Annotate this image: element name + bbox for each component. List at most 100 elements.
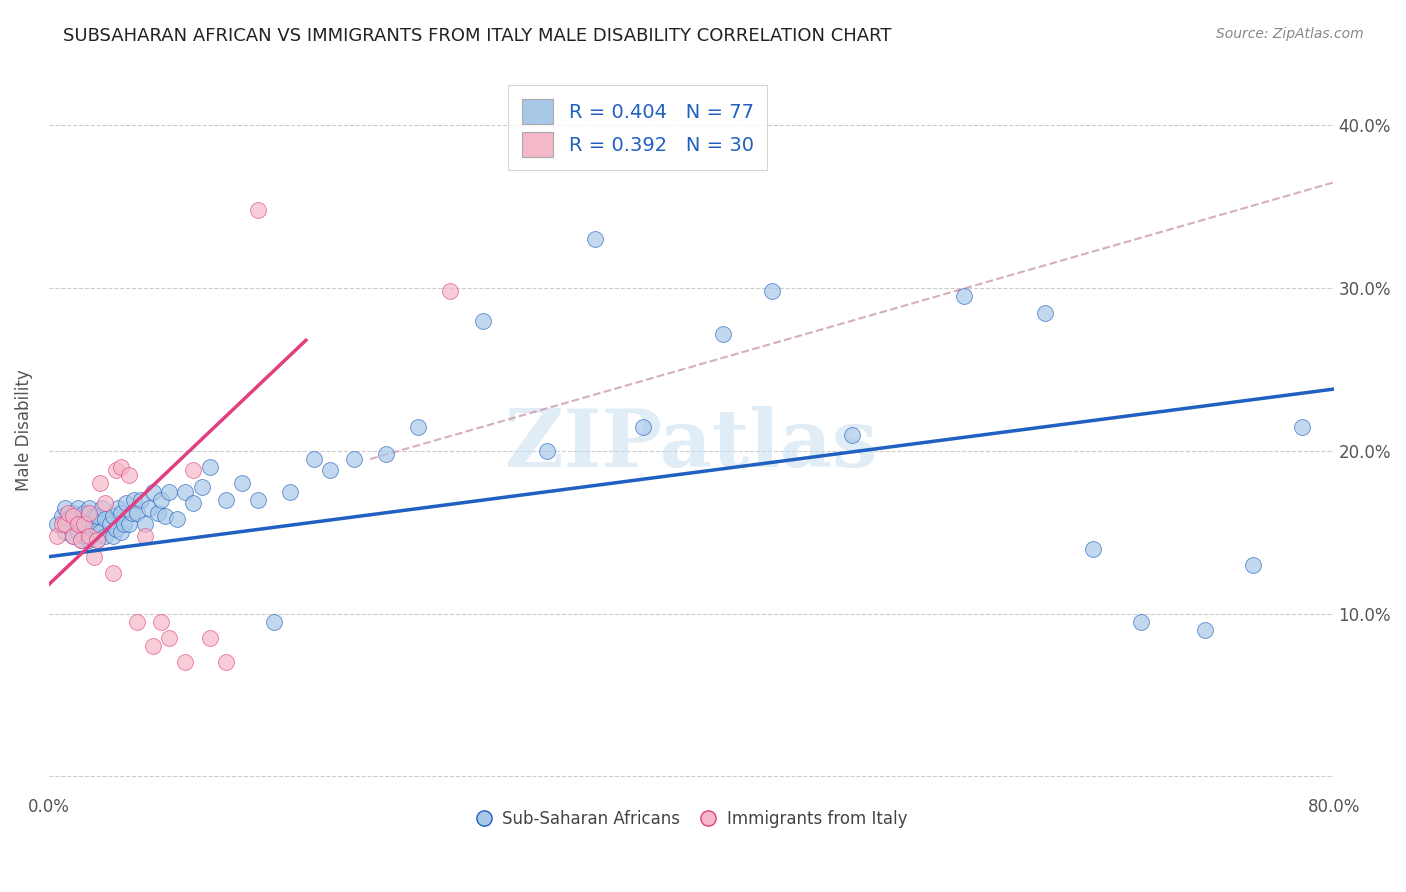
Point (122, 492, 145, 507)
Point (53, 517, 76, 532)
Point (174, 484, 197, 499)
Point (841, 427, 863, 442)
Point (77, 528, 100, 542)
Point (105, 463, 128, 477)
Point (1081, 541, 1104, 556)
Point (183, 496, 205, 510)
Point (66, 525, 89, 540)
Point (53, 525, 76, 540)
Point (138, 500, 160, 515)
Point (86, 522, 108, 536)
Point (157, 631, 180, 645)
Point (583, 232, 606, 246)
Point (73, 506, 96, 520)
Point (198, 631, 221, 645)
Point (73, 528, 96, 542)
Point (183, 463, 205, 477)
Point (62, 506, 84, 520)
Point (70, 533, 93, 548)
Point (278, 484, 301, 499)
Point (1194, 623, 1216, 637)
Point (46, 517, 69, 532)
Point (343, 452, 366, 467)
Point (75, 517, 97, 532)
Point (62, 528, 84, 542)
Point (1129, 615, 1152, 629)
Legend: Sub-Saharan Africans, Immigrants from Italy: Sub-Saharan Africans, Immigrants from It… (468, 804, 914, 835)
Point (103, 528, 125, 542)
Point (62, 528, 84, 542)
Text: SUBSAHARAN AFRICAN VS IMMIGRANTS FROM ITALY MALE DISABILITY CORRELATION CHART: SUBSAHARAN AFRICAN VS IMMIGRANTS FROM IT… (63, 27, 891, 45)
Point (153, 508, 176, 523)
Point (150, 492, 173, 507)
Point (103, 566, 125, 580)
Point (58, 506, 80, 520)
Point (142, 639, 165, 653)
Point (107, 500, 129, 515)
Point (146, 506, 169, 520)
Point (65, 517, 87, 532)
Point (86, 533, 108, 548)
Point (82, 528, 104, 542)
Point (58, 512, 80, 526)
Point (86, 508, 108, 523)
Point (51, 508, 73, 523)
Point (439, 285, 461, 299)
Point (70, 517, 93, 532)
Point (214, 492, 236, 507)
Text: ZIPatlas: ZIPatlas (505, 406, 877, 484)
Point (73, 517, 96, 532)
Point (77, 533, 100, 548)
Point (110, 460, 132, 475)
Point (89, 525, 111, 540)
Point (121, 506, 143, 520)
Point (157, 484, 180, 499)
Point (77, 506, 100, 520)
Point (103, 508, 125, 523)
Point (246, 492, 269, 507)
Point (127, 615, 149, 629)
Point (83, 549, 105, 564)
Point (263, 615, 285, 629)
Point (94, 496, 117, 510)
Point (471, 314, 494, 328)
Point (77, 517, 100, 532)
Point (105, 522, 128, 536)
Text: Source: ZipAtlas.com: Source: ZipAtlas.com (1216, 27, 1364, 41)
Point (91, 500, 114, 515)
Point (631, 419, 654, 434)
Point (408, 419, 430, 434)
Point (1033, 305, 1056, 319)
Point (77, 500, 100, 515)
Point (953, 289, 976, 303)
Point (110, 525, 132, 540)
Y-axis label: Male Disability: Male Disability (15, 369, 32, 491)
Point (214, 656, 236, 670)
Point (115, 496, 138, 510)
Point (246, 203, 269, 218)
Point (118, 468, 141, 483)
Point (127, 506, 149, 520)
Point (375, 447, 398, 461)
Point (114, 517, 136, 532)
Point (110, 506, 132, 520)
Point (98, 517, 121, 532)
Point (118, 517, 141, 532)
Point (70, 533, 93, 548)
Point (46, 528, 69, 542)
Point (190, 480, 212, 494)
Point (51, 517, 73, 532)
Point (62, 508, 84, 523)
Point (134, 517, 156, 532)
Point (66, 500, 89, 515)
Point (713, 326, 735, 341)
Point (89, 476, 111, 491)
Point (302, 452, 325, 467)
Point (86, 533, 108, 548)
Point (150, 615, 173, 629)
Point (1241, 558, 1264, 572)
Point (129, 492, 152, 507)
Point (134, 528, 156, 542)
Point (1291, 419, 1313, 434)
Point (319, 463, 342, 477)
